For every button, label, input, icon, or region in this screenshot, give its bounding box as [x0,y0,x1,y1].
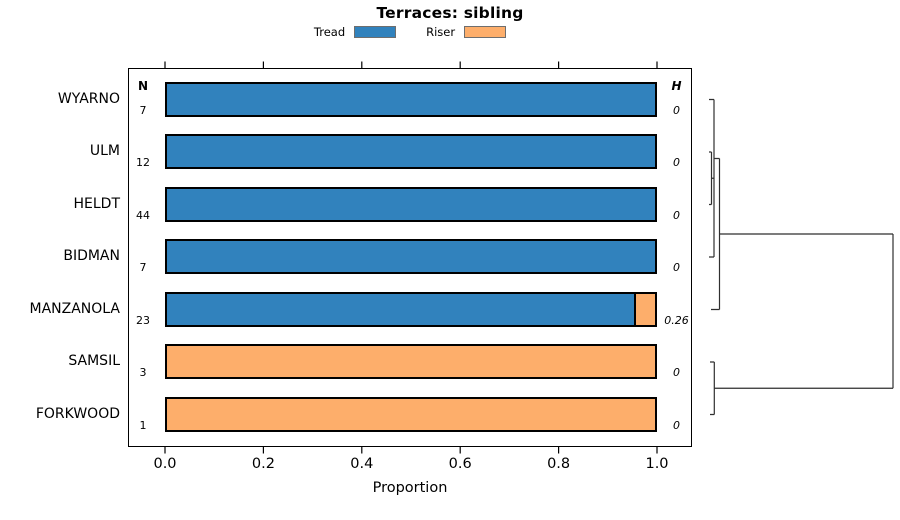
bar-row [165,396,657,432]
bar-row [165,186,657,222]
dendrogram-root [714,233,894,389]
h-value: 0 [673,418,680,432]
dendrogram-top-cluster [709,98,721,311]
legend-swatch [464,26,507,38]
legend-item: Riser [426,25,507,39]
x-tick-label: 0.0 [153,456,177,472]
bar-segment-tread [165,82,657,117]
x-tick-label: 0.8 [547,456,571,472]
x-tick-label: 1.0 [645,456,669,472]
n-value: 12 [136,156,150,170]
x-tick-label: 0.6 [448,456,472,472]
bar-row [165,134,657,170]
category-label: ULM [89,143,120,160]
n-column-header: N [137,79,149,93]
bar-segment-tread [165,186,657,222]
n-value: 7 [139,104,147,117]
bar-segment-riser [165,344,657,380]
bar-segment-riser [633,291,657,327]
legend-item: Tread [313,25,397,39]
legend-label: Riser [426,25,456,39]
n-value: 1 [139,418,147,432]
category-label: FORKWOOD [35,405,120,422]
category-label: SAMSIL [68,353,120,370]
n-value: 44 [136,208,150,222]
n-value: 3 [139,366,147,380]
h-value: 0 [673,261,680,275]
bar-segment-tread [165,134,657,170]
bar-segment-tread [165,291,636,327]
chart-title: Terraces: sibling [376,4,524,22]
h-value: 0 [673,208,680,222]
bar-segment-riser [165,396,657,432]
h-value: 0.26 [664,313,689,327]
x-axis-title: Proportion [372,480,448,496]
category-label: BIDMAN [63,248,120,265]
dendrogram [709,98,894,416]
category-label: WYARNO [57,91,120,107]
bar-row [165,344,657,380]
h-value: 0 [673,366,680,380]
h-value: 0 [673,156,680,170]
dendrogram-bottom-cluster [710,361,715,416]
bar-row [165,291,657,327]
category-label: MANZANOLA [29,300,121,317]
x-tick-label: 0.2 [251,456,275,472]
bar-segment-tread [165,239,657,275]
h-value: 0 [673,104,680,117]
h-column-header: H [671,79,682,93]
n-value: 7 [139,261,147,275]
legend-swatch [354,26,397,38]
n-value: 23 [136,313,150,327]
x-tick-label: 0.4 [350,456,374,472]
category-label: HELDT [73,195,120,212]
legend-label: Tread [313,25,346,39]
legend: Tread Riser [128,25,692,39]
bar-row [165,239,657,275]
bar-row [165,82,657,117]
